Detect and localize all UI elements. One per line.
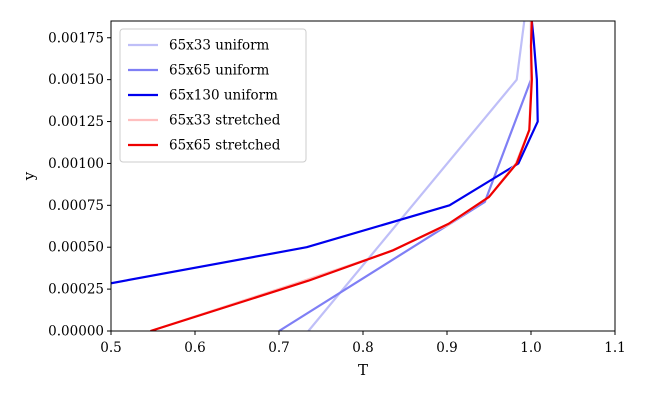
x-axis: 0.5 0.6 0.7 0.8 0.9 1.0 1.1 bbox=[100, 331, 626, 356]
series-line-2 bbox=[278, 21, 533, 331]
x-tick-label: 0.6 bbox=[184, 340, 205, 356]
y-axis-title: y bbox=[20, 171, 38, 181]
x-tick-label: 0.9 bbox=[436, 340, 457, 356]
series-line-5 bbox=[150, 21, 533, 331]
y-tick-label: 0.00000 bbox=[48, 324, 104, 340]
x-tick-label: 0.8 bbox=[352, 340, 373, 356]
y-tick-label: 0.00075 bbox=[48, 198, 104, 214]
legend-label: 65x65 stretched bbox=[169, 138, 281, 154]
x-tick-label: 1.0 bbox=[520, 340, 541, 356]
series-layer bbox=[111, 21, 539, 331]
y-tick-label: 0.00100 bbox=[48, 156, 104, 172]
series-line-3 bbox=[111, 21, 539, 285]
legend-label: 65x130 uniform bbox=[169, 88, 278, 104]
legend-frame bbox=[119, 28, 307, 163]
x-tick-label: 0.5 bbox=[100, 340, 121, 356]
series-line-1 bbox=[307, 21, 526, 331]
y-tick-label: 0.00025 bbox=[48, 282, 104, 298]
x-tick-label: 0.7 bbox=[268, 340, 289, 356]
y-tick-label: 0.00175 bbox=[48, 30, 104, 46]
x-axis-title: T bbox=[358, 361, 368, 379]
legend-label: 65x33 stretched bbox=[169, 113, 281, 129]
y-axis: 0.00000 0.00025 0.00050 0.00075 0.00100 0.001… bbox=[48, 30, 111, 340]
x-tick-label: 1.1 bbox=[604, 340, 625, 356]
legend-label: 65x33 uniform bbox=[169, 38, 270, 54]
y-tick-label: 0.00125 bbox=[48, 114, 104, 130]
legend: 65x33 uniform 65x65 uniform 65x130 uniform… bbox=[119, 28, 307, 163]
y-tick-label: 0.00050 bbox=[48, 240, 104, 256]
legend-label: 65x65 uniform bbox=[169, 63, 270, 79]
y-tick-label: 0.00150 bbox=[48, 72, 104, 88]
